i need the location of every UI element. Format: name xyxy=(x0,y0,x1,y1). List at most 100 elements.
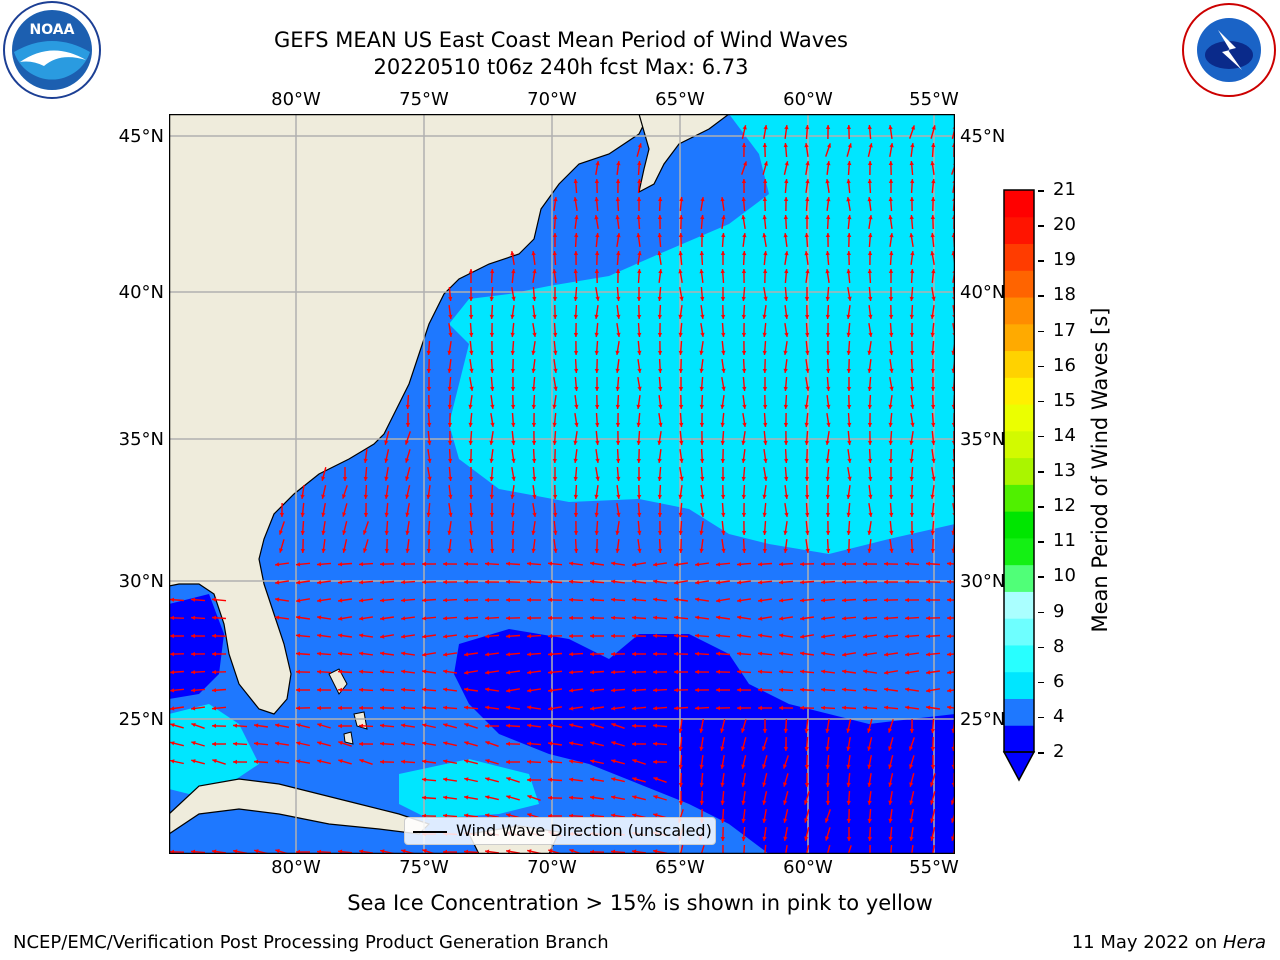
wind-wave-arrowhead xyxy=(590,706,595,711)
wind-wave-arrowhead xyxy=(867,269,872,274)
wind-wave-arrowhead xyxy=(469,350,474,355)
wind-wave-arrowhead xyxy=(590,723,595,728)
wind-wave-arrowhead xyxy=(846,197,851,202)
wind-wave-arrowhead xyxy=(910,251,915,256)
ocean-band-below-2-west xyxy=(169,594,224,699)
wind-wave-arrowhead xyxy=(636,297,642,301)
wind-wave-arrowhead xyxy=(426,512,431,517)
lon-label-bottom: 70°W xyxy=(527,857,577,878)
wind-wave-arrowhead xyxy=(909,746,913,751)
wind-wave-arrowhead xyxy=(506,616,510,621)
wind-wave-arrowhead xyxy=(468,297,474,301)
wind-wave-arrowhead xyxy=(338,616,343,621)
wind-wave-arrowhead xyxy=(695,562,700,567)
wind-wave-arrowhead xyxy=(657,215,663,219)
wind-wave-arrowhead xyxy=(909,513,915,517)
wind-wave-arrowhead xyxy=(846,387,852,391)
wind-wave-arrowhead xyxy=(401,759,406,764)
wind-wave-arrowhead xyxy=(359,741,363,747)
wind-wave-arrowhead xyxy=(947,561,952,566)
wind-wave-arrowhead xyxy=(548,670,553,675)
wind-wave-arrowhead xyxy=(632,706,637,711)
wind-wave-arrowhead xyxy=(700,512,705,517)
wind-wave-arrowhead xyxy=(716,615,721,620)
wind-wave-arrowhead xyxy=(506,741,510,746)
wind-wave-arrowhead xyxy=(821,651,826,656)
wind-wave-arrowhead xyxy=(742,125,747,130)
wind-wave-arrowhead xyxy=(930,530,935,535)
wind-wave-arrowhead xyxy=(573,476,578,481)
wind-wave-arrowhead xyxy=(909,440,914,445)
colorbar-tick-label: 9 xyxy=(1053,600,1065,622)
wind-wave-arrowhead xyxy=(510,530,515,535)
wind-wave-arrowhead xyxy=(721,495,726,499)
wind-wave-arrowhead xyxy=(867,161,873,165)
lat-label-left: 30°N xyxy=(118,571,164,592)
colorbar-segment xyxy=(1004,270,1034,298)
wind-wave-arrowhead xyxy=(611,688,616,693)
wind-wave-arrowhead xyxy=(762,350,767,355)
wind-wave-arrowhead xyxy=(653,813,658,818)
wind-wave-arrowhead xyxy=(868,314,873,319)
colorbar-tick-label: 12 xyxy=(1053,495,1076,517)
wind-wave-arrowhead xyxy=(737,615,742,620)
ocean-band-below-2 xyxy=(454,629,955,854)
colorbar-tick xyxy=(1038,611,1044,613)
wind-wave-arrowhead xyxy=(296,723,301,728)
wind-wave-arrowhead xyxy=(784,269,789,274)
wind-wave-arrowhead xyxy=(212,633,216,638)
wind-wave-arrowhead xyxy=(909,729,915,733)
wind-wave-arrowhead xyxy=(905,561,910,566)
wind-wave-arrowhead xyxy=(930,782,935,787)
wind-wave-arrowhead xyxy=(846,819,851,823)
wind-wave-arrowhead xyxy=(783,197,789,201)
wind-wave-arrowhead xyxy=(594,179,599,183)
wind-wave-arrowhead xyxy=(380,741,385,746)
wind-wave-arrow xyxy=(784,844,788,854)
wind-wave-arrowhead xyxy=(485,561,490,566)
wind-wave-arrowhead xyxy=(401,669,406,674)
colorbar-tick xyxy=(1038,190,1044,192)
wind-wave-arrowhead xyxy=(742,548,747,553)
wind-wave-arrowhead xyxy=(926,688,931,693)
wind-wave-arrowhead xyxy=(846,350,851,355)
wind-wave-arrowhead xyxy=(590,615,594,620)
wind-wave-arrowhead xyxy=(888,269,894,273)
wind-wave-arrowhead xyxy=(611,597,616,602)
wind-wave-arrowhead xyxy=(930,747,935,751)
lat-label-right: 45°N xyxy=(960,126,1006,147)
wind-wave-arrowhead xyxy=(720,746,725,751)
wind-wave-arrowhead xyxy=(296,706,300,711)
colorbar-segment xyxy=(1004,537,1034,566)
wind-wave-arrowhead xyxy=(359,616,364,621)
wind-wave-arrowhead xyxy=(720,440,725,445)
wind-wave-arrowhead xyxy=(636,404,641,409)
lon-label-top: 70°W xyxy=(527,89,577,110)
wind-wave-arrowhead xyxy=(485,652,490,657)
wind-wave-arrowhead xyxy=(720,251,726,255)
wind-wave-arrowhead xyxy=(762,332,767,337)
wind-wave-arrowhead xyxy=(569,795,574,800)
wind-wave-arrowhead xyxy=(931,125,936,130)
wind-wave-arrowhead xyxy=(275,759,280,764)
wind-wave-arrowhead xyxy=(506,634,511,639)
wind-wave-arrowhead xyxy=(741,458,746,463)
wind-wave-arrowhead xyxy=(926,652,931,657)
wind-wave-arrowhead xyxy=(930,765,936,769)
wind-wave-arrowhead xyxy=(233,741,238,746)
map-legend: Wind Wave Direction (unscaled) xyxy=(404,817,716,845)
wind-wave-arrowhead xyxy=(616,332,621,337)
lon-label-top: 75°W xyxy=(399,89,449,110)
wind-wave-arrowhead xyxy=(842,652,847,657)
wind-wave-arrowhead xyxy=(532,314,537,319)
colorbar-tick-label: 17 xyxy=(1053,319,1076,341)
wind-wave-arrowhead xyxy=(721,332,726,337)
wind-wave-arrowhead xyxy=(679,197,684,202)
wind-wave-arrowhead xyxy=(737,651,742,656)
wind-wave-arrowhead xyxy=(741,197,746,202)
wind-wave-arrowhead xyxy=(636,459,641,463)
wind-wave-arrowhead xyxy=(363,548,368,553)
colorbar-tick-label: 13 xyxy=(1053,460,1076,481)
wind-wave-arrowhead xyxy=(317,615,322,620)
wind-wave-arrowhead xyxy=(469,315,474,319)
